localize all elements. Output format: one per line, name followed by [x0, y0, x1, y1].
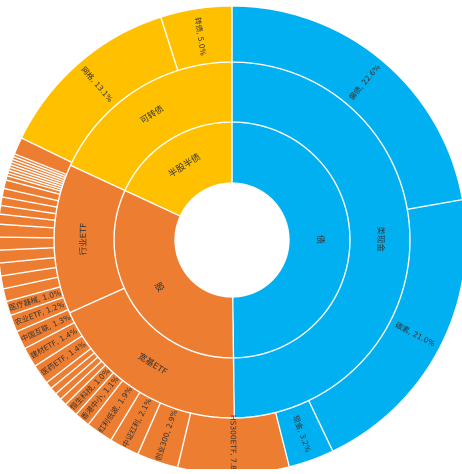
sunburst-ring3-segment-23: [0, 236, 55, 251]
sunburst-ring1-label-1: 债: [314, 235, 326, 244]
sunburst-center-hole: [175, 183, 289, 297]
sunburst-ring3-segment-1: [231, 5, 462, 211]
sunburst-ring2-label-1: 类现金: [375, 226, 386, 252]
sunburst-ring2-segment-3: [53, 164, 126, 314]
sunburst-ring3-segment-41: [159, 5, 233, 72]
sunburst-ring3-label-4: HS300ETF, 7.8%: [229, 415, 238, 469]
sunburst-ring2-label-3: 行业ETF: [78, 223, 89, 256]
